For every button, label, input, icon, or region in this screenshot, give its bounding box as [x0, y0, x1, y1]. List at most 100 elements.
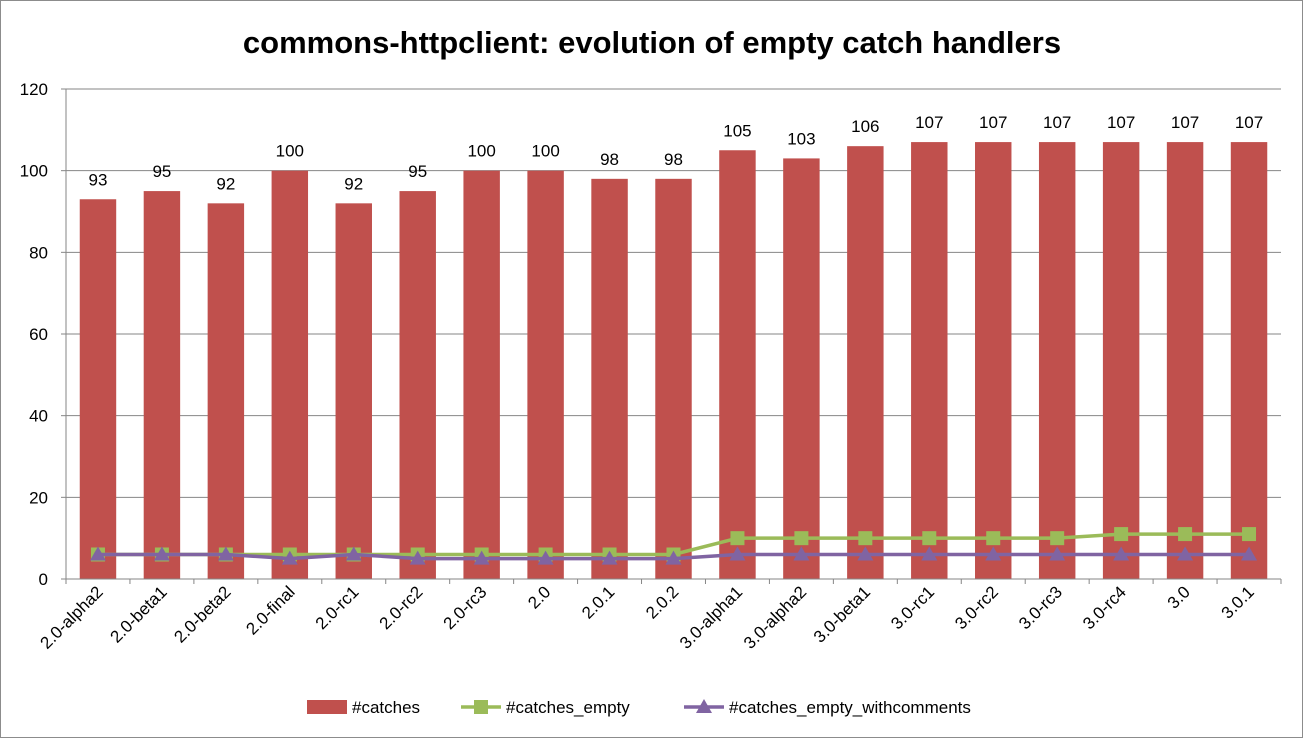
bar — [335, 203, 372, 580]
triangle-marker — [537, 550, 554, 565]
x-tick-label: 3.0-beta1 — [810, 582, 874, 646]
bar — [783, 158, 820, 579]
x-tick-label: 2.0-alpha2 — [37, 582, 107, 652]
bar-data-label: 95 — [408, 162, 427, 181]
y-tick-label: 120 — [20, 80, 48, 99]
bar-series — [79, 142, 1268, 580]
triangle-marker — [1113, 546, 1130, 561]
bar-data-label: 107 — [979, 113, 1007, 132]
square-marker — [1050, 531, 1065, 546]
bar-data-label: 98 — [664, 150, 683, 169]
bar-data-label: 98 — [600, 150, 619, 169]
y-tick-label: 100 — [20, 162, 48, 181]
line-series — [89, 527, 1258, 565]
triangle-marker — [696, 699, 712, 713]
triangle-marker — [1049, 546, 1066, 561]
x-tick-label: 2.0-rc3 — [440, 582, 491, 633]
x-tick-label: 3.0-rc1 — [887, 582, 938, 633]
triangle-marker — [409, 550, 426, 565]
square-marker — [858, 531, 873, 546]
x-tick-label: 2.0.2 — [642, 582, 682, 622]
bar — [847, 146, 884, 579]
triangle-marker — [153, 546, 170, 561]
bar-data-label: 95 — [152, 162, 171, 181]
bar — [655, 178, 692, 580]
square-marker — [1242, 527, 1257, 542]
legend-swatch-bar — [307, 700, 347, 714]
bar-data-label: 107 — [1107, 113, 1135, 132]
triangle-marker — [89, 546, 106, 561]
chart-title: commons-httpclient: evolution of empty c… — [243, 25, 1061, 60]
x-tick-label: 3.0-alpha1 — [676, 582, 746, 652]
y-tick-label: 80 — [29, 243, 48, 262]
bar-data-label: 107 — [1235, 113, 1263, 132]
triangle-marker — [665, 550, 682, 565]
y-tick-label: 40 — [29, 407, 48, 426]
bar-data-label: 93 — [89, 170, 108, 189]
bar-data-label: 103 — [787, 129, 815, 148]
bar-data-label: 92 — [216, 174, 235, 193]
legend-label: #catches_empty — [506, 698, 630, 717]
bar — [79, 199, 117, 579]
x-tick-label: 2.0.1 — [578, 582, 618, 622]
x-tick-label: 3.0-rc4 — [1079, 582, 1130, 633]
x-tick-label: 2.0-beta1 — [107, 582, 171, 646]
triangle-marker — [601, 550, 618, 565]
bar-data-label: 92 — [344, 174, 363, 193]
legend-label: #catches_empty_withcomments — [729, 698, 971, 717]
bar — [463, 170, 500, 579]
triangle-marker — [281, 550, 298, 565]
legend-label: #catches — [352, 698, 420, 717]
bar — [143, 191, 181, 580]
x-axis: 2.0-alpha2 2.0-beta1 2.0-beta2 2.0-final 2.0… — [37, 578, 1282, 653]
bar-data-label: 100 — [467, 142, 495, 161]
triangle-marker — [345, 546, 362, 561]
triangle-marker — [985, 546, 1002, 561]
bar — [1102, 142, 1140, 580]
x-tick-label: 3.0-alpha2 — [740, 582, 810, 652]
bar-data-label: 105 — [723, 121, 751, 140]
bar-data-label: 107 — [915, 113, 943, 132]
x-tick-label: 2.0-beta2 — [170, 582, 234, 646]
bar-data-label: 107 — [1171, 113, 1199, 132]
triangle-marker — [729, 546, 746, 561]
y-tick-label: 20 — [29, 488, 48, 507]
bar-data-label: 107 — [1043, 113, 1071, 132]
bar-data-label: 100 — [531, 142, 559, 161]
bar — [1230, 142, 1268, 580]
bar — [527, 170, 564, 579]
bar — [975, 142, 1012, 580]
triangle-marker — [217, 546, 234, 561]
y-axis: 0 20 40 60 80 100 120 — [20, 80, 67, 589]
y-tick-label: 0 — [39, 570, 48, 589]
triangle-marker — [473, 550, 490, 565]
x-tick-label: 3.0 — [1164, 582, 1194, 612]
triangle-marker — [793, 546, 810, 561]
x-tick-label: 2.0 — [524, 582, 554, 612]
bar-data-labels: 93 95 92 100 92 95 100 100 98 98 105 103 106 107 107 10… — [89, 113, 1264, 193]
x-tick-label: 3.0-rc2 — [951, 582, 1002, 633]
bar — [591, 178, 628, 580]
y-tick-label: 60 — [29, 325, 48, 344]
square-marker — [986, 531, 1001, 546]
bar — [207, 203, 245, 580]
square-marker — [922, 531, 937, 546]
square-marker — [474, 700, 488, 714]
square-marker — [794, 531, 809, 546]
bar — [399, 191, 436, 580]
x-tick-label: 2.0-rc2 — [376, 582, 427, 633]
square-marker — [1178, 527, 1193, 542]
square-marker — [1114, 527, 1129, 542]
bar-data-label: 106 — [851, 117, 879, 136]
triangle-marker — [921, 546, 938, 561]
triangle-marker — [857, 546, 874, 561]
bar — [1038, 142, 1076, 580]
x-tick-label: 3.0.1 — [1218, 582, 1258, 622]
x-tick-label: 2.0-final — [242, 582, 298, 638]
bar — [719, 150, 756, 579]
square-marker — [730, 531, 745, 546]
bar — [271, 170, 309, 579]
triangle-marker — [1177, 546, 1194, 561]
